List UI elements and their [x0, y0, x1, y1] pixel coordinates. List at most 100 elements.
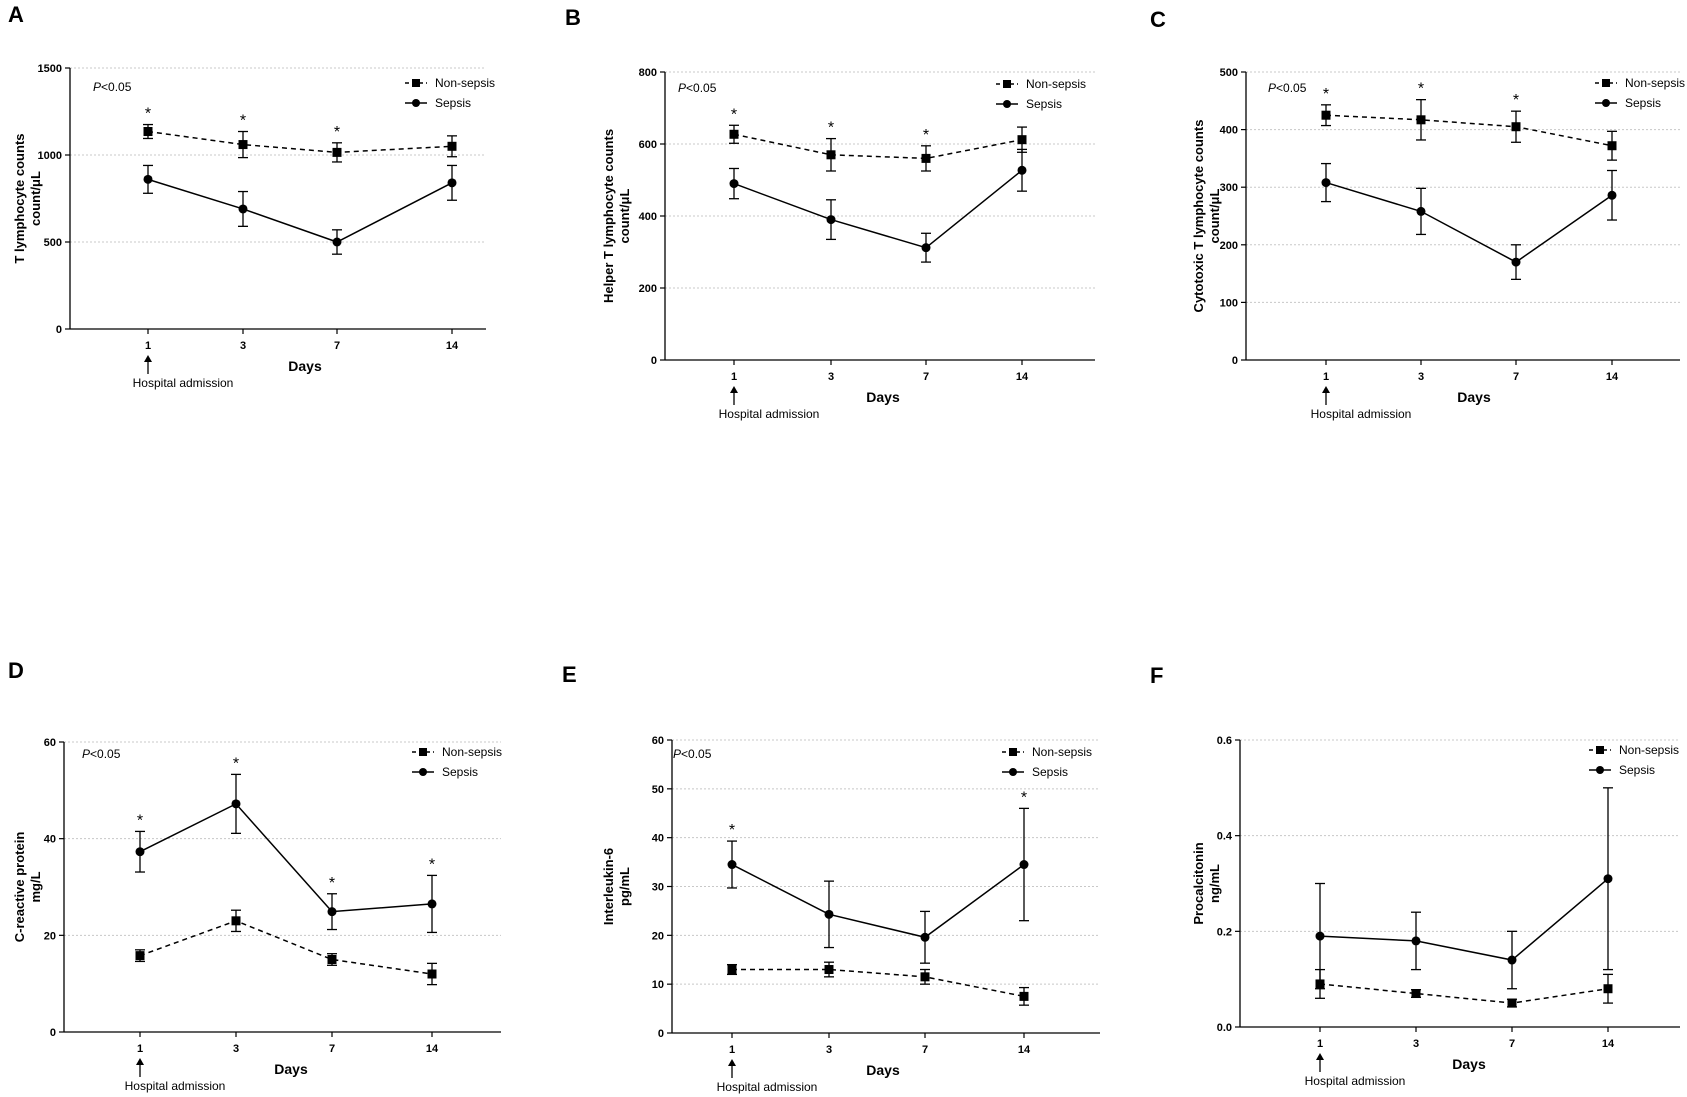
y-axis-title: Cytotoxic T lymphocyte countscount/μL — [1191, 120, 1222, 313]
p-value: P<0.05 — [82, 747, 121, 761]
y-tick-label: 1000 — [38, 150, 62, 162]
marker-circle — [1321, 178, 1331, 188]
y-axis-title-line: Interleukin-6 — [601, 848, 616, 925]
legend-label: Sepsis — [1026, 97, 1062, 111]
legend-label: Non-sepsis — [1026, 77, 1086, 91]
panel-letter: A — [8, 2, 24, 27]
marker-circle — [447, 178, 457, 188]
y-axis-title: T lymphocyte countscount/μL — [12, 133, 43, 263]
marker-square — [1411, 989, 1421, 999]
marker-circle — [824, 909, 834, 919]
x-tick-label: 7 — [922, 1044, 928, 1056]
x-tick-label: 7 — [1513, 371, 1519, 383]
marker-square — [921, 153, 931, 163]
y-axis-title-line: count/μL — [617, 188, 632, 243]
legend-label: Non-sepsis — [435, 76, 495, 90]
legend-item-non-sepsis: Non-sepsis — [1595, 76, 1685, 90]
significance-star: * — [137, 812, 143, 829]
series-non-sepsis — [143, 123, 457, 163]
marker-circle — [427, 899, 437, 909]
marker-circle — [327, 907, 337, 917]
p-value-rest: <0.05 — [1276, 81, 1307, 95]
significance-star: * — [731, 106, 737, 123]
legend-label: Sepsis — [435, 96, 471, 110]
marker-square — [729, 129, 739, 139]
annotation-text: Hospital admission — [1305, 1074, 1406, 1088]
marker-circle — [1607, 190, 1617, 200]
marker-circle — [729, 179, 739, 189]
series-sepsis — [727, 807, 1029, 964]
significance-star: * — [923, 127, 929, 144]
series-line — [732, 968, 1025, 998]
significance-star: * — [329, 875, 335, 892]
legend-marker-square — [1009, 748, 1017, 756]
x-tick-label: 3 — [1413, 1038, 1419, 1050]
series-sepsis — [1315, 787, 1613, 990]
series-line — [139, 802, 433, 913]
marker-square — [920, 972, 930, 982]
y-axis-title: C-reactive proteinmg/L — [12, 832, 43, 943]
panel-D: D 0 20 40 60 1 3 7 14 Days C-reactive proteinmg/L H… — [8, 658, 502, 1093]
p-value-italic: P — [82, 747, 90, 761]
y-tick-label: 20 — [44, 930, 56, 942]
x-tick-label: 14 — [446, 340, 459, 352]
legend-marker-square — [412, 79, 420, 87]
legend-marker-square — [1596, 746, 1604, 754]
legend-marker-square — [1003, 80, 1011, 88]
legend-item-sepsis: Sepsis — [1002, 765, 1068, 779]
marker-square — [824, 965, 834, 975]
marker-square — [1416, 115, 1426, 125]
x-tick-label: 7 — [1509, 1038, 1515, 1050]
legend-item-non-sepsis: Non-sepsis — [996, 77, 1086, 91]
y-tick-label: 60 — [652, 735, 664, 747]
y-tick-label: 100 — [1220, 297, 1238, 309]
x-axis-title: Days — [288, 358, 322, 374]
annotation-text: Hospital admission — [717, 1080, 818, 1094]
series-line — [1319, 878, 1609, 961]
legend-marker-square — [1602, 79, 1610, 87]
y-tick-label: 0.6 — [1217, 735, 1232, 747]
annotation-text: Hospital admission — [133, 376, 234, 390]
y-tick-label: 300 — [1220, 182, 1238, 194]
marker-square — [427, 969, 437, 979]
y-tick-label: 0.4 — [1217, 831, 1233, 843]
y-axis-title-line: ng/mL — [1207, 864, 1222, 903]
marker-square — [826, 150, 836, 160]
legend-label: Sepsis — [1619, 763, 1655, 777]
x-tick-label: 3 — [1418, 371, 1424, 383]
marker-circle — [920, 932, 930, 942]
y-axis-title-line: count/μL — [28, 171, 43, 226]
y-tick-label: 50 — [652, 784, 664, 796]
series-line — [1319, 983, 1609, 1004]
legend-item-sepsis: Sepsis — [1589, 763, 1655, 777]
p-value-rest: <0.05 — [681, 747, 712, 761]
y-tick-label: 500 — [44, 237, 62, 249]
x-tick-label: 3 — [828, 371, 834, 383]
significance-star: * — [233, 755, 239, 772]
legend-label: Non-sepsis — [442, 745, 502, 759]
p-value-italic: P — [93, 80, 101, 94]
legend-label: Non-sepsis — [1032, 745, 1092, 759]
x-tick-label: 14 — [1018, 1044, 1031, 1056]
y-axis-title-line: Procalcitonin — [1191, 842, 1206, 924]
legend-label: Sepsis — [1032, 765, 1068, 779]
significance-star: * — [429, 856, 435, 873]
marker-circle — [143, 174, 153, 184]
x-tick-label: 3 — [240, 340, 246, 352]
x-axis-title: Days — [274, 1061, 308, 1077]
p-value: P<0.05 — [93, 80, 132, 94]
y-axis-title: Interleukin-6pg/mL — [601, 848, 632, 925]
p-value-italic: P — [673, 747, 681, 761]
series-sepsis — [135, 773, 437, 934]
marker-circle — [1019, 860, 1029, 870]
series-sepsis — [729, 148, 1027, 263]
x-tick-label: 1 — [731, 371, 737, 383]
p-value: P<0.05 — [1268, 81, 1307, 95]
series-line — [1325, 114, 1613, 147]
x-tick-label: 3 — [233, 1043, 239, 1055]
y-tick-label: 1500 — [38, 63, 62, 75]
marker-circle — [135, 847, 145, 857]
significance-star: * — [240, 113, 246, 130]
legend-item-sepsis: Sepsis — [996, 97, 1062, 111]
series-line — [147, 178, 453, 243]
